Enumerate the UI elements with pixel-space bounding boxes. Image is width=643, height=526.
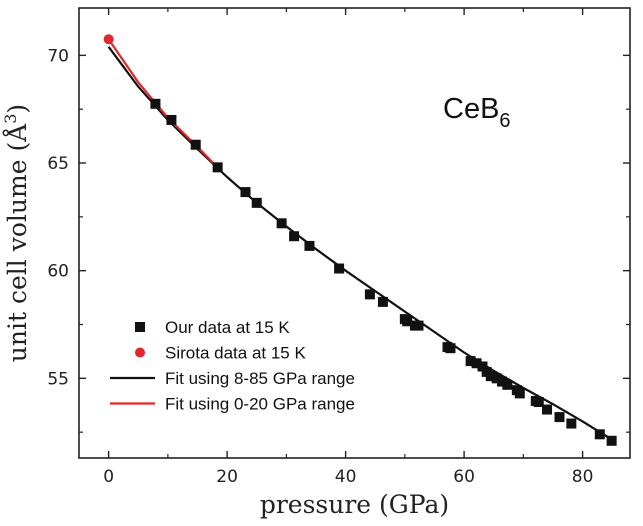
- legend-swatch-square: [135, 322, 145, 332]
- data-point-square: [364, 289, 375, 300]
- x-tick-label: 40: [335, 467, 357, 487]
- data-point-square: [377, 296, 388, 307]
- legend-label: Fit using 8-85 GPa range: [165, 369, 355, 388]
- data-markers: [103, 34, 617, 446]
- data-point-square: [491, 373, 502, 384]
- compound-label-subscript: 6: [499, 110, 510, 132]
- data-point-square: [212, 162, 223, 173]
- legend-label: Sirota data at 15 K: [165, 344, 306, 363]
- data-point-square: [514, 388, 525, 399]
- y-tick-label: 60: [47, 262, 69, 282]
- data-point-square: [190, 139, 201, 150]
- data-point-square: [477, 361, 488, 372]
- y-axis-title-superscript: 3: [1, 114, 20, 124]
- data-point-square: [554, 412, 565, 423]
- data-point-square: [240, 187, 251, 198]
- data-point-square: [497, 376, 508, 387]
- data-point-square: [471, 358, 482, 369]
- axis-ticks: 0 20 40 60 80 55 60 65 70: [47, 8, 630, 487]
- data-point-square: [150, 98, 161, 109]
- x-tick-label: 60: [453, 467, 475, 487]
- legend-label: Our data at 15 K: [165, 318, 290, 337]
- data-point-square: [289, 231, 300, 242]
- data-point-square: [533, 397, 544, 408]
- data-point-circle: [103, 34, 114, 45]
- data-point-square: [166, 114, 177, 125]
- legend: Our data at 15 K Sirota data at 15 K Fit u…: [110, 318, 355, 414]
- data-point-square: [542, 404, 553, 415]
- data-point-square: [334, 263, 345, 274]
- data-point-square: [413, 320, 424, 331]
- data-point-square: [251, 197, 262, 208]
- plot-border: [78, 7, 631, 459]
- y-tick-label: 70: [47, 46, 69, 66]
- y-tick-label: 55: [47, 369, 69, 389]
- data-point-square: [465, 356, 476, 367]
- x-tick-label: 80: [572, 467, 594, 487]
- compound-label-base: CeB: [443, 93, 499, 125]
- data-point-square: [566, 418, 577, 429]
- data-point-square: [594, 429, 605, 440]
- x-axis-title: pressure (GPa): [260, 490, 449, 519]
- data-point-square: [276, 218, 287, 229]
- compound-label: CeB6: [443, 93, 511, 132]
- legend-swatch-circle: [135, 347, 145, 358]
- data-point-square: [402, 316, 413, 327]
- data-point-square: [502, 379, 513, 390]
- data-point-square: [606, 435, 617, 446]
- legend-label: Fit using 0-20 GPa range: [165, 395, 355, 414]
- x-tick-label: 20: [216, 467, 238, 487]
- data-point-square: [485, 371, 496, 382]
- y-axis-title-close: ): [3, 104, 32, 114]
- plot-frame: [78, 7, 631, 459]
- data-point-square: [445, 343, 456, 354]
- y-axis-title-unit: Å: [2, 123, 32, 143]
- y-tick-label: 65: [47, 154, 69, 174]
- y-axis-title-main: unit cell volume (: [3, 142, 32, 362]
- y-axis-title: unit cell volume (Å3): [1, 104, 32, 362]
- data-point-square: [304, 240, 315, 251]
- x-tick-label: 0: [103, 467, 114, 487]
